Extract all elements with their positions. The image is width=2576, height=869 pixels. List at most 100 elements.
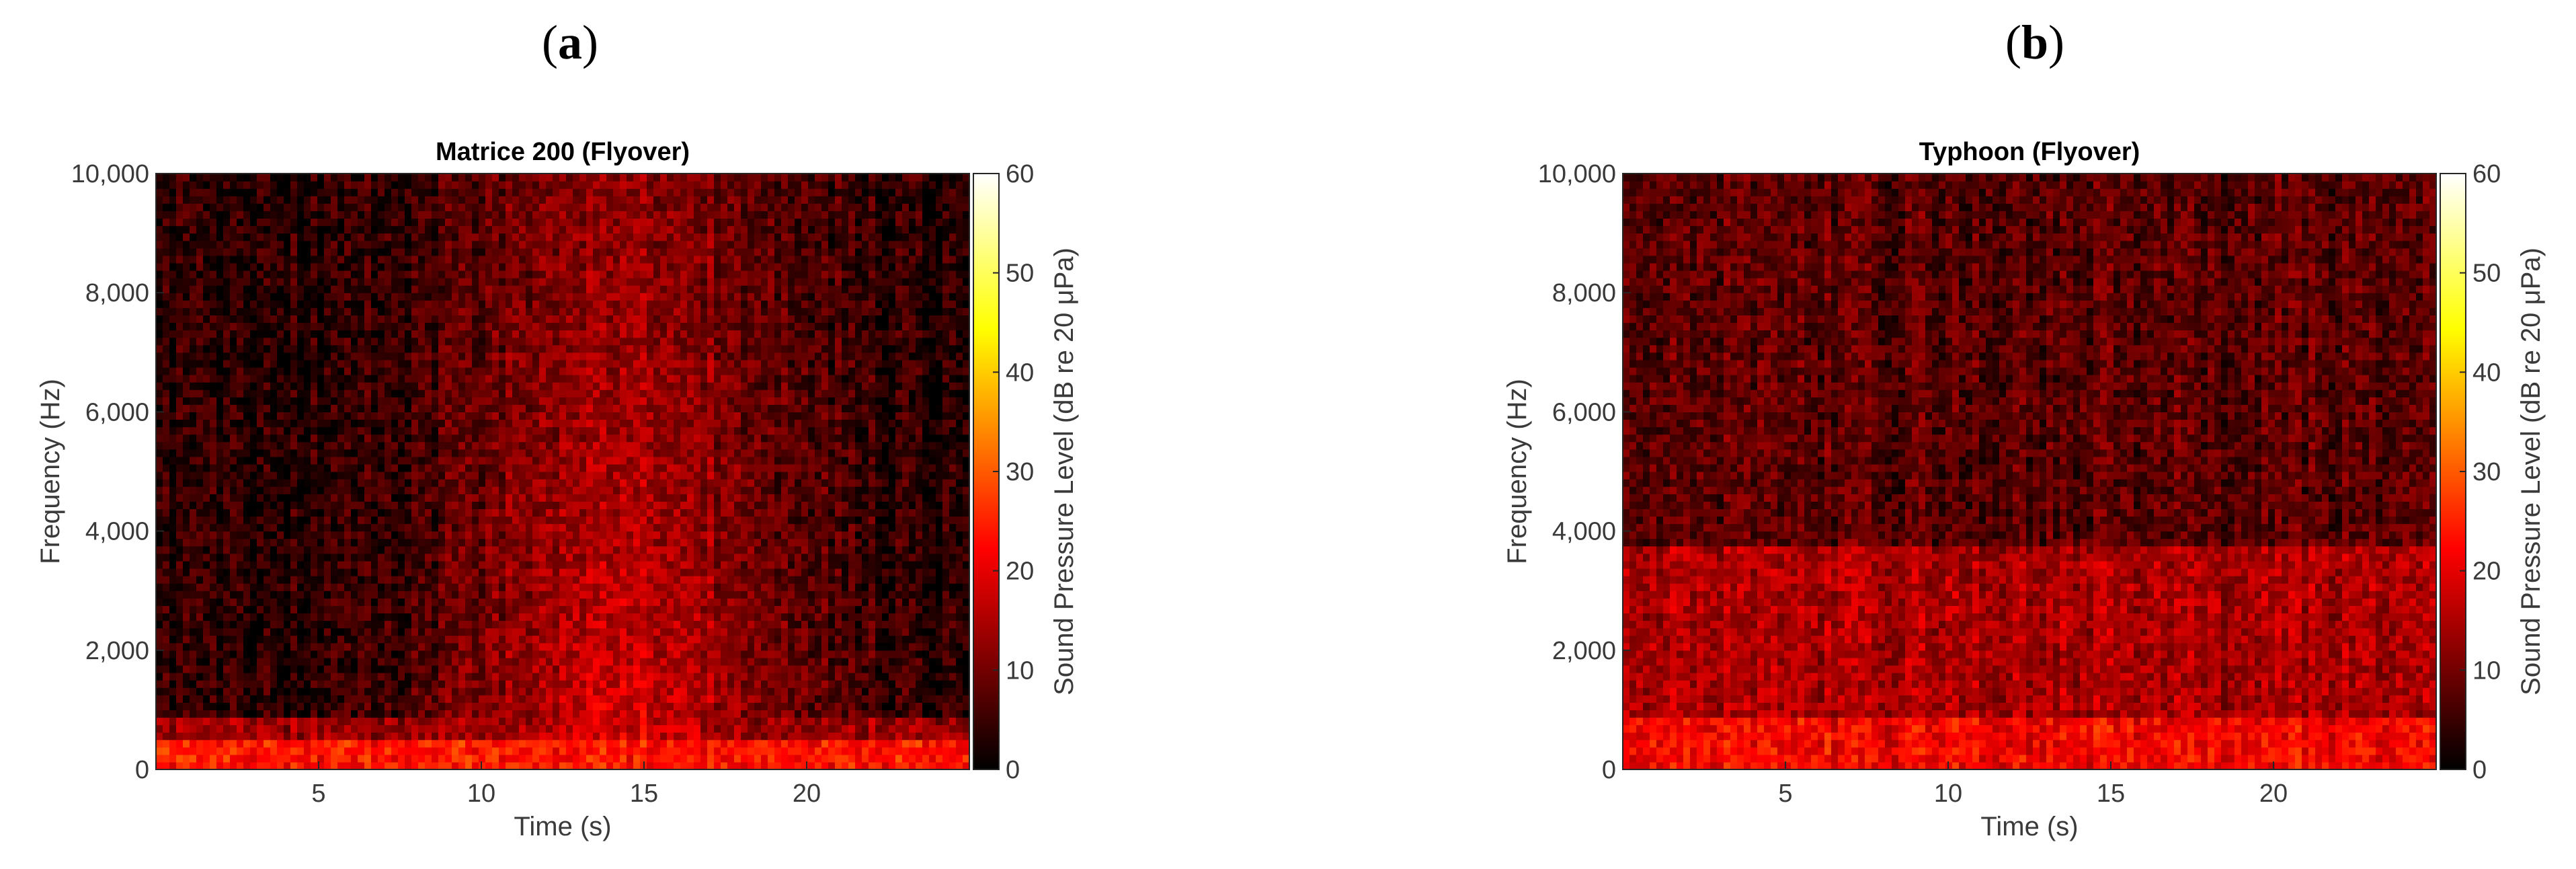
heatmap-cell	[472, 441, 479, 450]
heatmap-cell	[183, 471, 190, 480]
heatmap-cell	[411, 248, 419, 256]
heatmap-cell	[196, 732, 204, 741]
heatmap-cell	[472, 419, 479, 428]
heatmap-cell	[270, 337, 278, 346]
heatmap-cell	[190, 628, 197, 636]
heatmap-cell	[405, 531, 412, 539]
heatmap-cell	[250, 174, 257, 182]
heatmap-cell	[479, 687, 486, 695]
heatmap-cell	[216, 278, 224, 286]
heatmap-cell	[418, 233, 426, 241]
heatmap-cell	[156, 717, 163, 726]
heatmap-cell	[438, 665, 446, 673]
heatmap-cell	[438, 739, 446, 748]
heatmap-cell	[458, 665, 466, 673]
heatmap-cell	[337, 397, 345, 405]
heatmap-cell	[216, 449, 224, 457]
heatmap-cell	[452, 270, 459, 278]
heatmap-cell	[250, 761, 257, 770]
heatmap-cell	[257, 278, 264, 286]
heatmap-cell	[210, 628, 217, 636]
heatmap-cell	[512, 359, 520, 368]
heatmap-cell	[169, 434, 177, 443]
heatmap-cell	[284, 657, 291, 666]
heatmap-cell	[190, 344, 197, 353]
heatmap-cell	[398, 441, 405, 450]
heatmap-cell	[485, 449, 493, 457]
heatmap-cell	[492, 382, 499, 390]
heatmap-cell	[452, 598, 459, 606]
heatmap-cell	[364, 494, 372, 502]
heatmap-cell	[358, 635, 365, 644]
heatmap-cell	[391, 486, 399, 494]
heatmap-cell	[223, 344, 231, 353]
heatmap-cell	[337, 419, 345, 428]
heatmap-cell	[512, 225, 520, 234]
heatmap-cell	[277, 732, 284, 741]
heatmap-cell	[311, 605, 318, 614]
heatmap-cell	[546, 300, 553, 308]
heatmap-cell	[169, 412, 177, 420]
heatmap-cell	[432, 434, 439, 443]
heatmap-cell	[465, 315, 473, 324]
heatmap-cell	[210, 300, 217, 308]
heatmap-cell	[250, 426, 257, 435]
heatmap-cell	[519, 620, 526, 629]
heatmap-cell	[526, 628, 533, 636]
heatmap-cell	[270, 240, 278, 249]
heatmap-cell	[176, 225, 184, 234]
heatmap-cell	[479, 702, 486, 710]
heatmap-cell	[190, 687, 197, 695]
heatmap-cell	[264, 628, 271, 636]
heatmap-cell	[264, 352, 271, 361]
heatmap-cell	[304, 196, 311, 204]
heatmap-cell	[277, 382, 284, 390]
heatmap-cell	[277, 471, 284, 480]
heatmap-cell	[176, 359, 184, 368]
heatmap-cell	[438, 404, 446, 412]
heatmap-cell	[566, 397, 573, 405]
heatmap-cell	[169, 538, 177, 547]
heatmap-cell	[311, 471, 318, 480]
heatmap-cell	[216, 181, 224, 189]
heatmap-cell	[532, 397, 540, 405]
heatmap-cell	[337, 330, 345, 338]
heatmap-cell	[411, 389, 419, 398]
heatmap-cell	[230, 523, 237, 532]
heatmap-cell	[358, 650, 365, 658]
heatmap-cell	[465, 262, 473, 271]
heatmap-cell	[425, 278, 432, 286]
heatmap-cell	[351, 613, 358, 621]
heatmap-cell	[203, 463, 210, 472]
heatmap-cell	[317, 620, 325, 629]
heatmap-cell	[237, 233, 244, 241]
heatmap-cell	[479, 270, 486, 278]
heatmap-cell	[311, 225, 318, 234]
heatmap-cell	[539, 583, 547, 591]
heatmap-cell	[364, 225, 372, 234]
heatmap-cell	[465, 761, 473, 770]
heatmap-cell	[499, 225, 506, 234]
heatmap-cell	[553, 426, 560, 435]
heatmap-cell	[317, 628, 325, 636]
heatmap-cell	[196, 255, 204, 264]
heatmap-cell	[425, 754, 432, 763]
heatmap-cell	[163, 463, 170, 472]
heatmap-cell	[331, 255, 338, 264]
heatmap-cell	[378, 293, 385, 301]
heatmap-cell	[344, 404, 352, 412]
heatmap-cell	[479, 375, 486, 383]
heatmap-cell	[196, 367, 204, 375]
heatmap-cell	[243, 337, 251, 346]
heatmap-cell	[391, 635, 399, 644]
heatmap-cell	[223, 262, 231, 271]
heatmap-cell	[203, 613, 210, 621]
heatmap-cell	[438, 248, 446, 256]
heatmap-cell	[344, 598, 352, 606]
heatmap-cell	[304, 523, 311, 532]
heatmap-cell	[169, 471, 177, 480]
heatmap-cell	[405, 412, 412, 420]
heatmap-cell	[183, 449, 190, 457]
heatmap-cell	[277, 262, 284, 271]
heatmap-cell	[559, 523, 567, 532]
